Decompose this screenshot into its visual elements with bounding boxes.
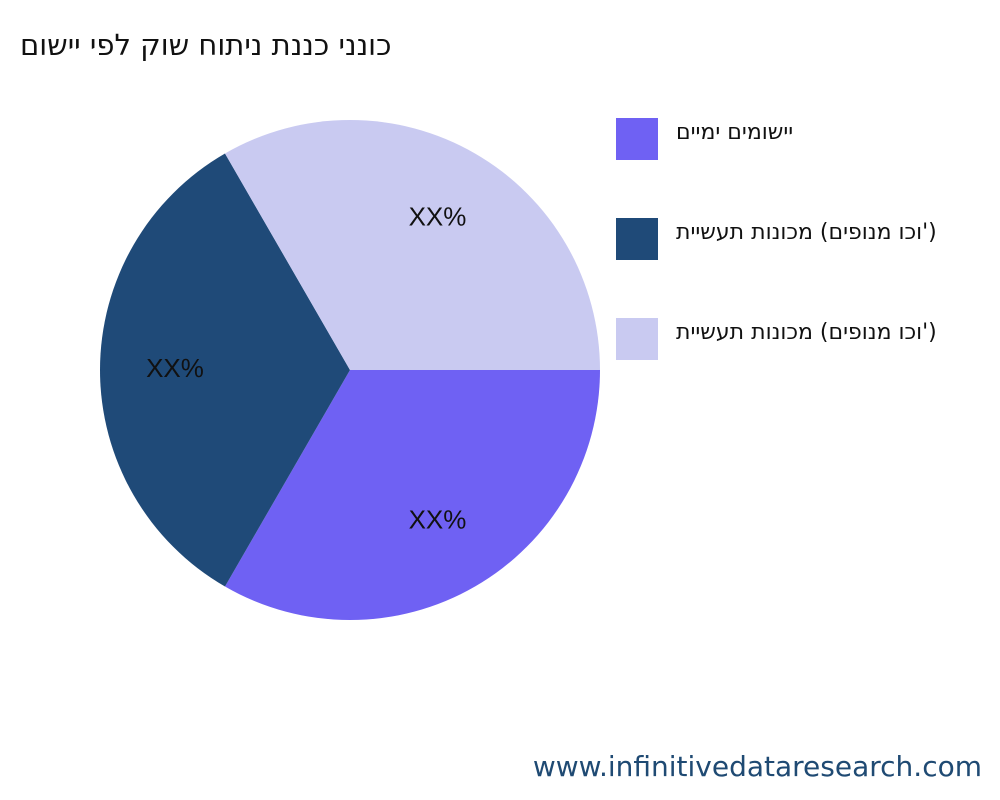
legend-swatch [616, 118, 658, 160]
legend-swatch [616, 318, 658, 360]
data-label: XX% [409, 504, 467, 534]
chart: XX% XX% XX% [100, 119, 600, 620]
legend-item: תיישעת תונוכמ (םיפונמ וכו') [616, 218, 1000, 278]
legend-swatch [616, 218, 658, 260]
legend-label: תיישעת תונוכמ (םיפונמ וכו') [676, 320, 937, 345]
data-label: XX% [409, 201, 467, 231]
legend-label: םיימי םימושיי [676, 120, 794, 145]
legend-label: תיישעת תונוכמ (םיפונמ וכו') [676, 220, 937, 245]
chart-title: םושיי יפל קוש חותינ תננכ יננוכ [20, 28, 392, 62]
pie-slice [225, 119, 600, 370]
legend-item: תיישעת תונוכמ (םיפונמ וכו') [616, 318, 1000, 378]
footer: www.infinitivedataresearch.com [532, 750, 982, 783]
data-label: XX% [146, 353, 204, 383]
legend-item: םיימי םימושיי [616, 118, 1000, 178]
pie-slice [225, 370, 600, 620]
